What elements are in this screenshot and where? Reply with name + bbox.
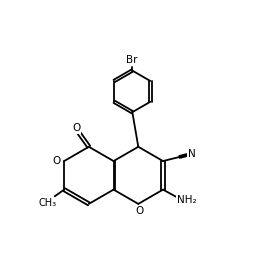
Text: O: O (72, 123, 80, 133)
Text: NH₂: NH₂ (177, 195, 196, 205)
Text: O: O (53, 156, 61, 166)
Text: O: O (135, 206, 144, 216)
Text: CH₃: CH₃ (38, 198, 56, 208)
Text: Br: Br (126, 55, 138, 65)
Text: N: N (188, 149, 196, 159)
